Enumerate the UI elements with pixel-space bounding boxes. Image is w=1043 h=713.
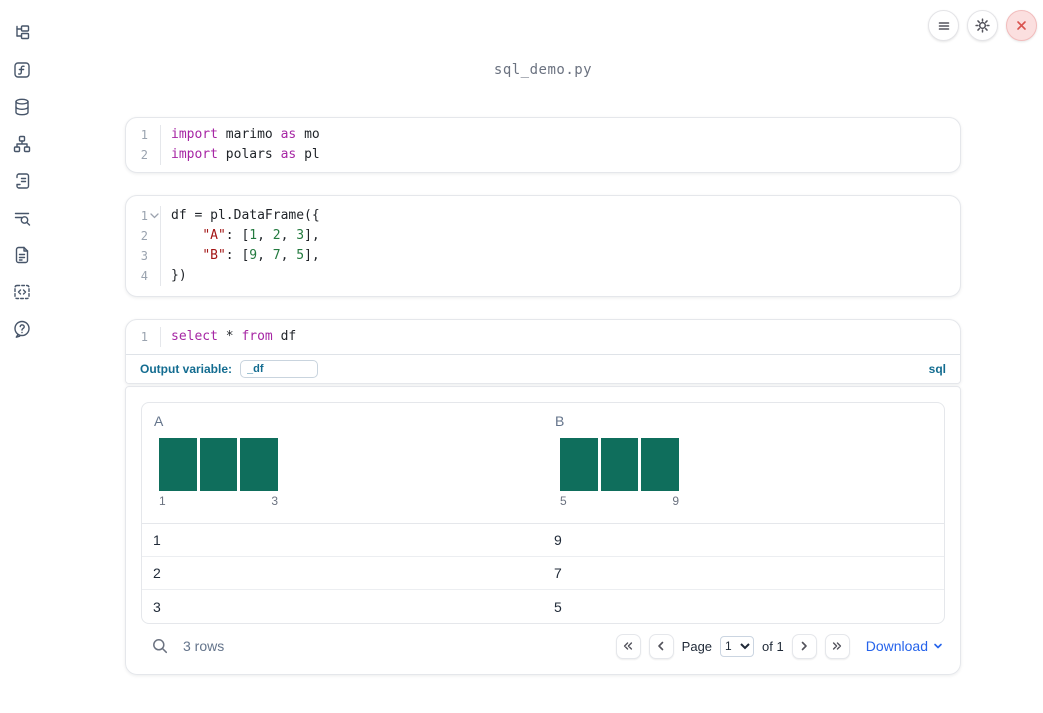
- column-name: B: [555, 413, 565, 429]
- code-editor[interactable]: 1 import marimo as mo 2 import polars as pl: [126, 125, 960, 165]
- notebook-filename: sql_demo.py: [493, 62, 593, 78]
- tick-max: 9: [672, 494, 679, 508]
- line-number: 1: [140, 128, 148, 142]
- histogram-bar: [600, 438, 639, 491]
- histogram-bar: [159, 438, 197, 491]
- fold-chevron-icon[interactable]: [148, 213, 160, 219]
- code-line: 1 import marimo as mo: [126, 125, 960, 145]
- code-cell-imports[interactable]: 1 import marimo as mo 2 import polars as pl: [125, 117, 961, 173]
- tick-max: 3: [271, 494, 278, 508]
- of-pages-label: of 1: [762, 638, 784, 654]
- code-line: 1 select * from df: [126, 327, 960, 347]
- code-snippets-icon[interactable]: [11, 281, 33, 303]
- line-number: 3: [140, 249, 148, 263]
- chevron-down-icon: [934, 643, 942, 649]
- gear-icon: [975, 18, 990, 33]
- datasources-icon[interactable]: [11, 96, 33, 118]
- histogram-bar: [641, 438, 680, 491]
- last-page-button[interactable]: [824, 633, 850, 659]
- documentation-icon[interactable]: [11, 244, 33, 266]
- chevrons-left-icon: [624, 642, 633, 650]
- file-tree-icon[interactable]: [11, 22, 33, 44]
- table-header-row: A 1 3 B 5 9: [142, 403, 944, 524]
- line-number: 2: [140, 229, 148, 243]
- prev-page-button[interactable]: [648, 633, 674, 659]
- line-number: 4: [140, 269, 148, 283]
- histogram-bar: [199, 438, 238, 491]
- code-line: 3 "B": [9, 7, 5],: [126, 246, 960, 266]
- table-cell: 9: [554, 532, 562, 548]
- tick-min: 1: [159, 494, 166, 508]
- chevron-right-icon: [801, 641, 808, 651]
- column-name: A: [154, 413, 164, 429]
- table-cell: 2: [153, 565, 161, 581]
- download-label: Download: [865, 638, 928, 654]
- column-header-a[interactable]: A 1 3: [142, 403, 543, 523]
- pagination-controls: Page 1 of 1 Download: [615, 633, 943, 659]
- output-variable-bar: Output variable: sql: [126, 354, 960, 383]
- search-button[interactable]: [151, 637, 169, 655]
- code-line: 4}): [126, 266, 960, 286]
- output-panel: A 1 3 B 5 9: [125, 386, 961, 675]
- helper-sidebar: [0, 0, 44, 713]
- histogram-bar: [240, 438, 279, 491]
- table-cell: 7: [554, 565, 562, 581]
- settings-button[interactable]: [967, 10, 998, 41]
- notebook-main: sql_demo.py 1 import marimo as mo 2 import …: [125, 0, 961, 675]
- row-count-label: 3 rows: [183, 638, 225, 654]
- topbar-actions: [928, 10, 1037, 41]
- code-cell-dataframe[interactable]: 1 df = pl.DataFrame({2 "A": [1, 2, 3], 3 "…: [125, 195, 961, 297]
- column-header-b[interactable]: B 5 9: [543, 403, 944, 523]
- menu-button[interactable]: [928, 10, 959, 41]
- search-icon: [153, 639, 168, 654]
- code-line: 2 "A": [1, 2, 3],: [126, 226, 960, 246]
- histogram-bar: [560, 438, 598, 491]
- output-variable-label: Output variable:: [140, 362, 233, 376]
- hamburger-icon: [938, 21, 949, 30]
- functions-icon[interactable]: [11, 59, 33, 81]
- table-of-contents-search-icon[interactable]: [11, 207, 33, 229]
- sql-language-badge: sql: [928, 362, 946, 376]
- line-number: 1: [140, 209, 148, 223]
- output-variable-input[interactable]: [240, 360, 319, 378]
- chevrons-right-icon: [833, 642, 842, 650]
- dependency-graph-icon[interactable]: [11, 133, 33, 155]
- dataframe-table: A 1 3 B 5 9: [141, 402, 945, 624]
- table-footer: 3 rows Page 1 of 1: [141, 624, 945, 674]
- histogram-column-a: [159, 438, 279, 491]
- histogram-ticks-b: 5 9: [560, 494, 679, 508]
- line-number: 2: [140, 148, 148, 162]
- shutdown-button[interactable]: [1006, 10, 1037, 41]
- table-cell: 1: [153, 532, 161, 548]
- table-cell: 3: [153, 598, 161, 615]
- tick-min: 5: [560, 494, 567, 508]
- table-cell: 5: [554, 598, 562, 615]
- next-page-button[interactable]: [791, 633, 817, 659]
- code-line: 2 import polars as pl: [126, 145, 960, 165]
- first-page-button[interactable]: [615, 633, 641, 659]
- logs-icon[interactable]: [11, 170, 33, 192]
- histogram-column-b: [560, 438, 680, 491]
- sql-editor[interactable]: 1 select * from df: [126, 320, 960, 354]
- download-button[interactable]: Download: [866, 638, 943, 654]
- help-icon[interactable]: [11, 318, 33, 340]
- page-label: Page: [681, 638, 713, 654]
- page-select[interactable]: 1: [720, 635, 755, 657]
- code-line: 1 df = pl.DataFrame({: [126, 206, 960, 226]
- line-number: 1: [140, 330, 148, 344]
- code-editor[interactable]: 1 df = pl.DataFrame({2 "A": [1, 2, 3], 3 "…: [126, 206, 960, 286]
- chevron-left-icon: [658, 641, 664, 651]
- close-icon: [1017, 21, 1026, 30]
- histogram-ticks-a: 1 3: [159, 494, 278, 508]
